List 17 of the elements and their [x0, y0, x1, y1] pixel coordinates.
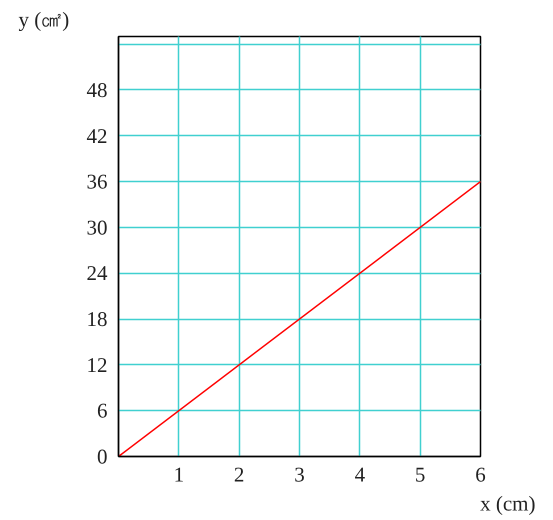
y-tick-label: 0	[97, 444, 108, 468]
x-tick-label: 1	[174, 462, 184, 486]
x-tick-label: 6	[475, 462, 486, 486]
y-tick-label: 42	[86, 124, 108, 148]
x-tick-label: 4	[354, 462, 366, 486]
y-axis-title: y (㎠)	[18, 8, 70, 32]
x-axis-title: x (cm)	[480, 492, 536, 516]
x-tick-label: 5	[414, 462, 426, 486]
y-tick-label: 24	[86, 261, 108, 286]
x-tick-label: 3	[294, 462, 305, 486]
y-tick-label: 12	[86, 352, 108, 377]
y-tick-label: 18	[86, 307, 108, 332]
y-tick-label: 6	[97, 398, 108, 423]
y-tick-label: 30	[86, 215, 108, 240]
y-tick-label: 36	[86, 170, 108, 194]
x-tick-label: 2	[234, 462, 244, 486]
y-tick-label: 48	[86, 78, 108, 102]
